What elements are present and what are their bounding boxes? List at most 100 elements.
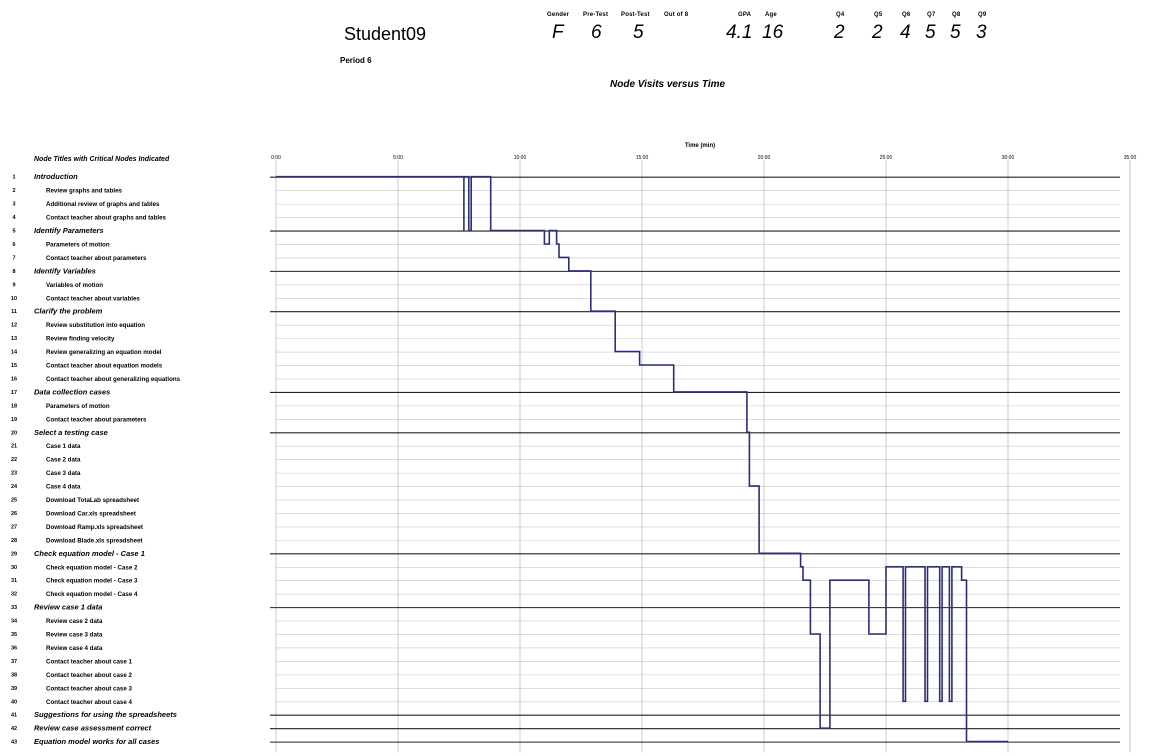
node-visit-path bbox=[276, 175, 1008, 743]
node-label: Download Car.xls spreadsheet bbox=[46, 510, 136, 517]
node-number: 19 bbox=[11, 417, 17, 423]
node-number: 6 bbox=[12, 242, 15, 248]
node-label: Review finding velocity bbox=[46, 336, 115, 343]
field-value-age: 16 bbox=[762, 22, 784, 43]
field-value-posttest: 5 bbox=[633, 22, 644, 43]
critical-node-label: Equation model works for all cases bbox=[34, 737, 159, 746]
node-number: 21 bbox=[11, 444, 17, 450]
field-label-pretest: Pre-Test bbox=[583, 12, 609, 18]
field-value-q9: 3 bbox=[976, 22, 987, 43]
node-number: 31 bbox=[11, 578, 17, 584]
node-number: 9 bbox=[12, 282, 15, 288]
node-label: Contact teacher about case 2 bbox=[46, 672, 133, 679]
node-number: 3 bbox=[12, 202, 15, 208]
node-number: 23 bbox=[11, 471, 17, 477]
x-tick-label: 10:00 bbox=[514, 155, 527, 161]
field-label-q9: Q9 bbox=[978, 12, 987, 18]
node-label: Contact teacher about generalizing equat… bbox=[46, 376, 181, 383]
x-tick-label: 15:00 bbox=[636, 155, 649, 161]
critical-node-label: Data collection cases bbox=[34, 387, 110, 396]
field-label-gpa: GPA bbox=[738, 12, 752, 18]
x-tick-label: 30:00 bbox=[1002, 155, 1015, 161]
node-number: 35 bbox=[11, 632, 17, 638]
node-number: 12 bbox=[11, 323, 17, 329]
node-number: 30 bbox=[11, 565, 17, 571]
node-number: 33 bbox=[11, 605, 17, 611]
node-label: Contact teacher about case 1 bbox=[46, 658, 133, 665]
node-label: Review substitution into equation bbox=[46, 322, 145, 329]
node-label: Contact teacher about parameters bbox=[46, 416, 147, 423]
field-label-posttest: Post-Test bbox=[621, 12, 650, 18]
node-label: Download Ramp.xls spreadsheet bbox=[46, 524, 143, 531]
node-number: 32 bbox=[11, 592, 17, 598]
node-number: 24 bbox=[11, 484, 18, 490]
field-label-q5: Q5 bbox=[874, 12, 883, 18]
critical-node-label: Suggestions for using the spreadsheets bbox=[34, 710, 177, 719]
node-label: Variables of motion bbox=[46, 282, 103, 289]
node-label: Contact teacher about parameters bbox=[46, 255, 147, 262]
node-label: Case 2 data bbox=[46, 457, 81, 464]
field-label-q7: Q7 bbox=[927, 12, 936, 18]
node-label: Contact teacher about case 4 bbox=[46, 699, 133, 706]
critical-node-label: Review case assessment correct bbox=[34, 724, 152, 733]
node-number: 2 bbox=[12, 188, 15, 194]
node-number: 22 bbox=[11, 457, 17, 463]
node-number: 10 bbox=[11, 296, 17, 302]
node-label: Review generalizing an equation model bbox=[46, 349, 162, 356]
y-axis-title: Node Titles with Critical Nodes Indicate… bbox=[34, 156, 170, 163]
node-number: 16 bbox=[11, 376, 17, 382]
node-label: Check equation model - Case 2 bbox=[46, 564, 138, 571]
node-number: 8 bbox=[12, 269, 15, 275]
node-label: Case 1 data bbox=[46, 443, 81, 450]
critical-node-label: Clarify the problem bbox=[34, 307, 103, 316]
node-number: 34 bbox=[11, 619, 18, 625]
x-tick-label: 25:00 bbox=[880, 155, 893, 161]
critical-node-label: Identify Variables bbox=[34, 266, 96, 275]
node-label: Review graphs and tables bbox=[46, 188, 123, 195]
field-value-q6: 4 bbox=[900, 22, 911, 43]
node-number: 18 bbox=[11, 403, 17, 409]
field-value-q7: 5 bbox=[925, 22, 936, 43]
node-label: Contact teacher about graphs and tables bbox=[46, 215, 167, 222]
field-value-q4: 2 bbox=[834, 22, 845, 43]
field-value-q5: 2 bbox=[872, 22, 883, 43]
x-tick-label: 5:00 bbox=[393, 155, 403, 161]
field-label-age: Age bbox=[765, 12, 777, 18]
node-label: Parameters of motion bbox=[46, 403, 110, 410]
node-number: 7 bbox=[12, 255, 15, 261]
x-axis-title: Time (min) bbox=[685, 143, 715, 149]
node-number: 14 bbox=[11, 350, 18, 356]
node-number: 4 bbox=[12, 215, 16, 221]
field-label-q4: Q4 bbox=[836, 12, 845, 18]
node-label: Review case 4 data bbox=[46, 645, 103, 652]
node-label: Contact teacher about equation models bbox=[46, 363, 163, 370]
field-label-gender: Gender bbox=[547, 12, 570, 18]
x-tick-label: 20:00 bbox=[758, 155, 771, 161]
critical-node-label: Identify Parameters bbox=[34, 226, 104, 235]
field-label-q6: Q6 bbox=[902, 12, 911, 18]
node-number: 28 bbox=[11, 538, 17, 544]
node-label: Review case 2 data bbox=[46, 618, 103, 625]
node-label: Contact teacher about variables bbox=[46, 295, 140, 302]
node-label: Case 3 data bbox=[46, 470, 81, 477]
node-number: 40 bbox=[11, 699, 17, 705]
critical-node-label: Select a testing case bbox=[34, 428, 108, 437]
critical-node-label: Check equation model - Case 1 bbox=[34, 549, 145, 558]
node-number: 13 bbox=[11, 336, 17, 342]
node-number: 15 bbox=[11, 363, 17, 369]
x-tick-label: 0:00 bbox=[271, 155, 281, 161]
node-label: Review case 3 data bbox=[46, 632, 103, 639]
node-label: Check equation model - Case 4 bbox=[46, 591, 138, 598]
node-label: Additional review of graphs and tables bbox=[46, 201, 160, 208]
critical-node-label: Review case 1 data bbox=[34, 603, 102, 612]
node-label: Check equation model - Case 3 bbox=[46, 578, 138, 585]
student-header: Student09 Period 6 Node Visits versus Ti… bbox=[0, 0, 1150, 120]
x-tick-label: 35:00 bbox=[1124, 155, 1137, 161]
critical-node-label: Introduction bbox=[34, 172, 78, 181]
node-number: 43 bbox=[11, 740, 17, 746]
node-number: 37 bbox=[11, 659, 17, 665]
node-number: 42 bbox=[11, 726, 17, 732]
node-number: 20 bbox=[11, 430, 17, 436]
field-value-pretest: 6 bbox=[591, 22, 602, 43]
field-value-gender: F bbox=[552, 22, 564, 43]
